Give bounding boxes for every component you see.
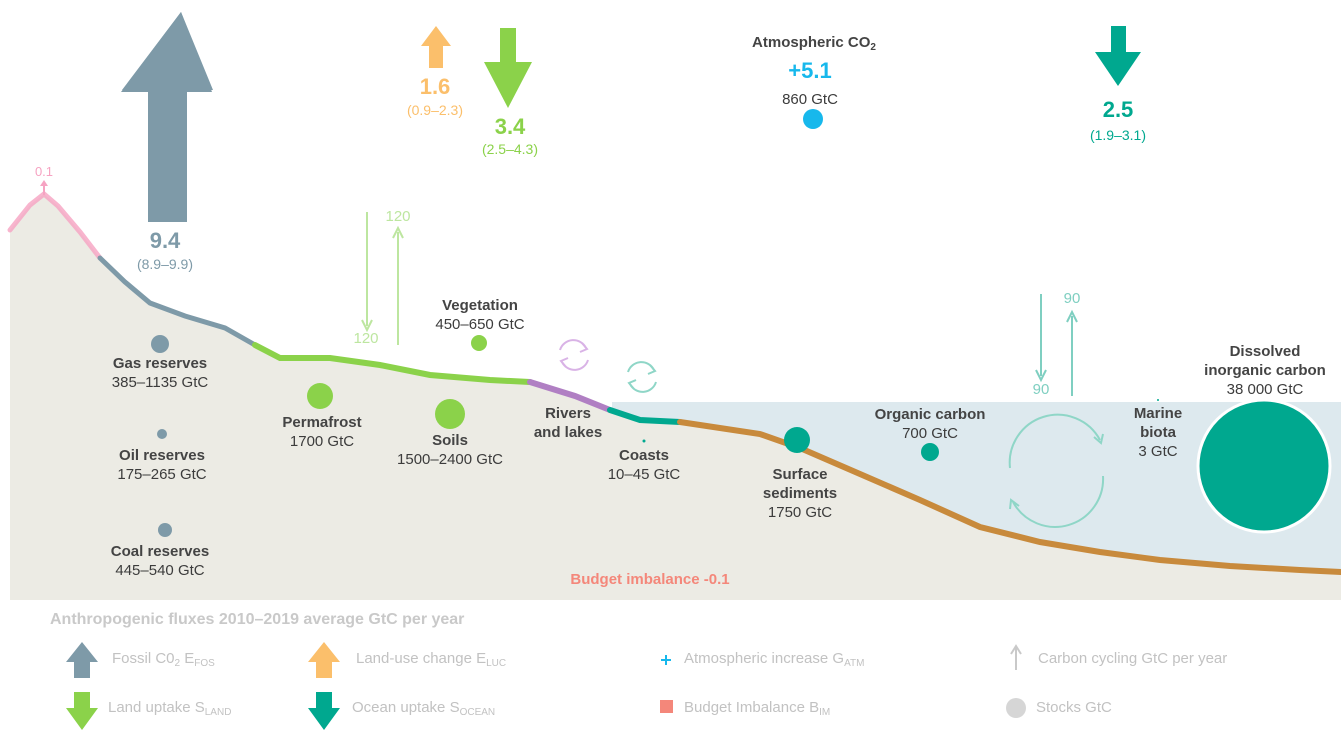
vegetation-stock-dot	[471, 335, 487, 351]
land-cycling-arrows	[361, 212, 404, 345]
sediments-stock-dot	[784, 427, 810, 453]
legend-cycling-icon	[1010, 644, 1022, 670]
organic-stock-dot	[921, 443, 939, 461]
land-uptake-flux-range: (2.5–4.3)	[481, 141, 539, 157]
legend-ocean-uptake-label: Ocean uptake SOCEAN	[352, 699, 496, 718]
land-uptake-flux-value: 3.4	[494, 114, 526, 139]
atmosphere-title: Atmospheric CO2	[752, 34, 876, 53]
legend-ocean-uptake-icon	[308, 692, 340, 730]
land-use-flux-arrow	[421, 26, 451, 68]
marine-stock-dot	[1157, 399, 1159, 401]
coal-stock-dot	[158, 523, 172, 537]
rivers-label: Rivers and lakes	[533, 405, 603, 441]
vegetation-label: Vegetation 450–650 GtC	[435, 297, 525, 333]
ocean-uptake-flux-value: 2.5	[1102, 97, 1134, 122]
legend-land-use-label: Land-use change ELUC	[356, 650, 507, 669]
legend-land-uptake-label: Land uptake SLAND	[108, 699, 232, 718]
legend-stocks-icon	[1006, 698, 1026, 718]
dissolved-carbon-label: Dissolved inorganic carbon 38 000 GtC	[1204, 343, 1326, 398]
organic-carbon-label: Organic carbon 700 GtC	[874, 406, 986, 442]
sediments-label: Surface sediments 1750 GtC	[762, 466, 838, 521]
gas-reserves-label: Gas reserves 385–1135 GtC	[111, 355, 209, 391]
ocean-uptake-flux-arrow	[1095, 26, 1141, 86]
oil-stock-dot	[157, 429, 167, 439]
fossil-flux-range: (8.9–9.9)	[136, 256, 194, 272]
volcano-ridge	[7, 190, 103, 261]
oil-reserves-label: Oil reserves 175–265 GtC	[117, 447, 207, 483]
legend-imbalance-icon	[660, 700, 673, 713]
legend-imbalance-label: Budget Imbalance BIM	[684, 699, 831, 718]
budget-imbalance-label: Budget imbalance -0.1	[570, 571, 730, 588]
atmosphere-stock-dot	[803, 109, 823, 129]
rivers-cycle-icon	[559, 339, 589, 371]
land-uptake-flux-arrow	[484, 28, 532, 108]
legend-stocks-label: Stocks GtC	[1036, 699, 1112, 716]
fossil-ridge	[97, 255, 258, 348]
legend-fossil-label: Fossil C02 EFOS	[112, 650, 215, 669]
soils-label: Soils 1500–2400 GtC	[397, 432, 503, 468]
legend-land-use-icon	[308, 642, 340, 678]
ocean-cycling-down-value: 90	[1032, 381, 1050, 398]
coal-reserves-label: Coal reserves 445–540 GtC	[110, 543, 210, 579]
land-use-flux-range: (0.9–2.3)	[406, 102, 464, 118]
sediment-ridge	[677, 419, 1341, 575]
legend-land-uptake-icon	[66, 692, 98, 730]
legend-atm-icon	[661, 655, 671, 665]
rivers-ridge	[527, 379, 613, 413]
legend-atm-label: Atmospheric increase GATM	[684, 650, 865, 669]
coasts-cycle-icon	[627, 361, 657, 393]
coasts-stock-dot	[642, 439, 646, 443]
coasts-label: Coasts 10–45 GtC	[607, 447, 681, 483]
atmosphere-stock: 860 GtC	[782, 91, 838, 108]
coast-ridge	[607, 407, 683, 425]
soils-stock-dot	[435, 399, 465, 429]
ocean-circulation-icon	[1008, 413, 1105, 528]
legend-title: Anthropogenic fluxes 2010–2019 average G…	[50, 611, 465, 628]
legend-cycling-label: Carbon cycling GtC per year	[1038, 650, 1228, 667]
ocean-cycling-arrows	[1035, 294, 1078, 396]
dissolved-stock-dot	[1196, 398, 1332, 534]
land-cycling-down-value: 120	[353, 330, 379, 347]
atmosphere-increase: +5.1	[788, 58, 832, 83]
land-ridge	[252, 342, 533, 385]
volcanic-flux-arrow	[40, 180, 48, 195]
gas-stock-dot	[151, 335, 169, 353]
ocean-cycling-up-value: 90	[1063, 290, 1081, 307]
ocean-uptake-flux-range: (1.9–3.1)	[1089, 127, 1147, 143]
marine-biota-label: Marine biota 3 GtC	[1133, 405, 1183, 460]
land-surface	[10, 194, 1341, 600]
volcanic-flux-value: 0.1	[34, 164, 54, 179]
land-cycling-up-value: 120	[385, 208, 411, 225]
fossil-flux-value: 9.4	[149, 228, 181, 253]
land-use-flux-value: 1.6	[419, 74, 451, 99]
legend-fossil-icon	[66, 642, 98, 678]
permafrost-stock-dot	[307, 383, 333, 409]
permafrost-label: Permafrost 1700 GtC	[282, 414, 362, 450]
